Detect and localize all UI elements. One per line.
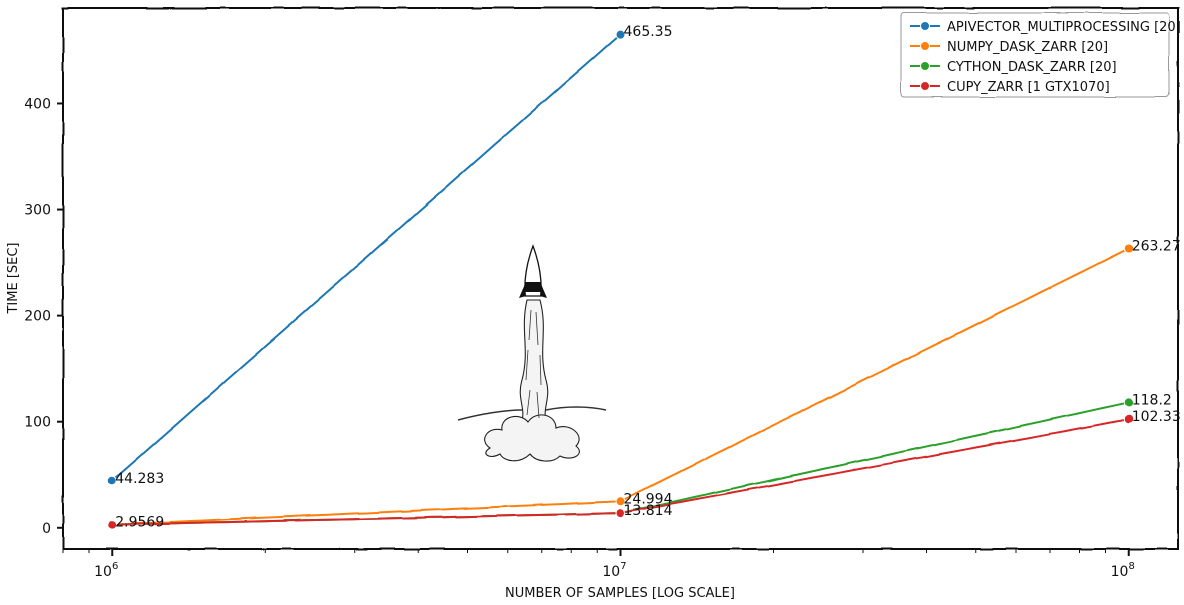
- legend-swatch-marker-apivector-multiprocessing-20: [920, 21, 930, 31]
- axes-layer: 0 100 200 300 400 106 107 108: [24, 96, 1135, 580]
- series-line-apivector-multiprocessing-20: [111, 33, 622, 482]
- y-tick-label: 0: [42, 521, 51, 537]
- data-point-apivector-multiprocessing-20: [107, 475, 118, 486]
- rocket-smoke-streaks: [525, 309, 542, 419]
- y-tick-label: 200: [24, 309, 51, 325]
- data-label-cupy-zarr-1-gtx1070: 102.33: [1132, 409, 1181, 425]
- y-tick-label: 400: [24, 96, 51, 112]
- rocket-fin-left: [519, 284, 526, 298]
- legend-swatch-marker-cython-dask-zarr-20: [920, 61, 930, 71]
- legend: APIVECTOR_MULTIPROCESSING [20] NUMPY_DASK…: [900, 12, 1181, 98]
- series-line-numpy-dask-zarr-20: [112, 247, 1130, 526]
- rocket-fin-right: [540, 284, 547, 298]
- data-label-apivector-multiprocessing-20: 465.35: [624, 24, 673, 40]
- legend-swatch-marker-cupy-zarr-1-gtx1070: [920, 81, 930, 91]
- data-point-numpy-dask-zarr-20: [615, 496, 626, 507]
- y-tick-label: 300: [24, 203, 51, 219]
- ground-left: [457, 409, 523, 421]
- x-tick-label: 108: [1111, 561, 1135, 580]
- legend-label-apivector-multiprocessing-20: APIVECTOR_MULTIPROCESSING [20]: [947, 20, 1181, 35]
- data-label-apivector-multiprocessing-20: 44.283: [115, 471, 164, 487]
- ground-right: [545, 406, 607, 411]
- data-point-cupy-zarr-1-gtx1070: [107, 519, 118, 530]
- rocket-illustration: [457, 244, 607, 462]
- legend-frame: [900, 12, 1170, 98]
- data-label-cupy-zarr-1-gtx1070: 2.9569: [115, 515, 164, 531]
- data-label-cupy-zarr-1-gtx1070: 13.814: [624, 503, 673, 519]
- rocket-stripe: [525, 282, 541, 292]
- legend-label-cython-dask-zarr-20: CYTHON_DASK_ZARR [20]: [947, 60, 1117, 75]
- rocket-smoke: [484, 299, 580, 462]
- y-tick-label: 100: [24, 415, 51, 431]
- x-tick-label: 107: [602, 561, 626, 580]
- x-tick-label: 106: [94, 561, 118, 580]
- data-point-cython-dask-zarr-20: [1123, 397, 1134, 408]
- series-layer: [107, 29, 1134, 530]
- data-point-numpy-dask-zarr-20: [1123, 243, 1134, 254]
- legend-label-cupy-zarr-1-gtx1070: CUPY_ZARR [1 GTX1070]: [947, 80, 1110, 95]
- data-labels-layer: 44.283 465.35 24.994 263.27 118.2 2.9569 13.81…: [115, 24, 1180, 530]
- data-point-cupy-zarr-1-gtx1070: [615, 508, 626, 519]
- data-point-apivector-multiprocessing-20: [615, 29, 626, 40]
- y-axis-title: TIME [SEC]: [6, 242, 21, 314]
- legend-swatch-marker-numpy-dask-zarr-20: [920, 41, 930, 51]
- data-label-cython-dask-zarr-20: 118.2: [1132, 392, 1172, 408]
- x-axis-title: NUMBER OF SAMPLES [LOG SCALE]: [505, 586, 735, 601]
- data-label-numpy-dask-zarr-20: 263.27: [1132, 239, 1181, 255]
- data-point-cupy-zarr-1-gtx1070: [1123, 414, 1134, 425]
- legend-label-numpy-dask-zarr-20: NUMPY_DASK_ZARR [20]: [947, 40, 1108, 55]
- data-label-numpy-dask-zarr-20: 24.994: [624, 491, 673, 507]
